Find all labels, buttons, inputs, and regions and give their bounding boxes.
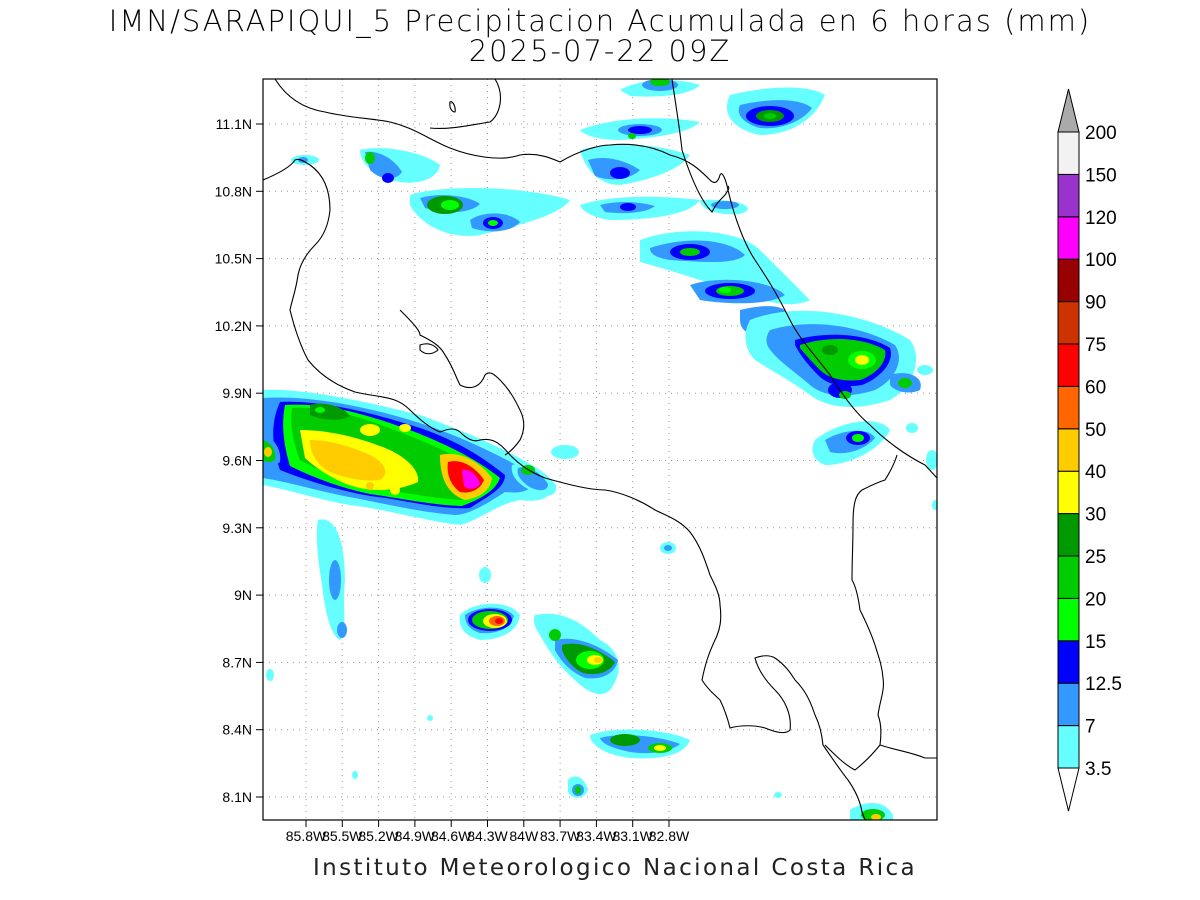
legend-color-swatch <box>1057 385 1080 430</box>
map-frame <box>262 78 938 821</box>
legend-color-swatch <box>1057 640 1080 684</box>
legend-level-label: 15 <box>1085 632 1106 653</box>
precipitation-layer <box>263 79 937 820</box>
lon-tick-label: 85.8W <box>286 828 327 844</box>
legend-over-triangle <box>1057 88 1080 133</box>
legend-level-label: 30 <box>1085 505 1106 526</box>
lat-tick-label: 11.1N <box>216 116 252 132</box>
lat-tick-label: 9.9N <box>222 385 252 401</box>
legend-level-label: 12.5 <box>1085 674 1122 695</box>
legend-color-swatch <box>1057 725 1080 769</box>
legend-color-swatch <box>1057 258 1080 303</box>
lat-tick-label: 9N <box>234 587 252 603</box>
lat-tick-label: 8.4N <box>222 722 252 738</box>
lat-tick-label: 9.6N <box>222 453 252 469</box>
lon-tick-label: 85.5W <box>322 828 363 844</box>
lat-tick-label: 8.1N <box>222 789 252 805</box>
precip-band-caribbean <box>640 231 937 510</box>
precip-band-north <box>291 148 570 236</box>
legend-level-label: 100 <box>1085 250 1117 271</box>
legend-color-swatch <box>1057 131 1080 175</box>
precip-south <box>266 519 893 820</box>
lon-tick-label: 84W <box>509 828 539 844</box>
lat-tick-label: 10.8N <box>215 183 252 199</box>
latitude-axis: 11.1N 10.8N 10.5N 10.2N 9.9N 9.6N 9.3N 9N 8.7N 8.… <box>215 116 263 805</box>
lon-tick-label: 82.8W <box>649 828 690 844</box>
legend-level-label: 40 <box>1085 462 1106 483</box>
legend-level-label: 7 <box>1085 717 1096 738</box>
legend-under-triangle <box>1057 767 1080 812</box>
legend-color-swatch <box>1057 173 1080 218</box>
map-title: IMN/SARAPIQUI_5 Precipitacion Acumulada … <box>108 4 1092 38</box>
lon-tick-label: 85.2W <box>358 828 399 844</box>
lon-tick-label: 83.4W <box>576 828 617 844</box>
lat-tick-label: 10.5N <box>215 251 252 267</box>
precip-cluster-nicoya <box>263 389 552 525</box>
legend-level-label: 3.5 <box>1085 759 1111 780</box>
legend-level-label: 25 <box>1085 547 1106 568</box>
color-legend: 3.5 7 12.5 15 20 25 30 40 50 60 75 90 100 120 150 200 <box>1057 88 1122 812</box>
legend-level-label: 120 <box>1085 208 1117 229</box>
coastlines <box>263 79 937 820</box>
credit-footer: Instituto Meteorologico Nacional Costa R… <box>312 855 918 881</box>
lat-tick-label: 10.2N <box>215 318 252 334</box>
legend-color-swatch <box>1057 513 1080 557</box>
legend-color-swatch <box>1057 470 1080 515</box>
legend-level-label: 150 <box>1085 165 1117 186</box>
lon-tick-label: 84.9W <box>395 828 436 844</box>
legend-color-swatch <box>1057 343 1080 387</box>
lon-tick-label: 84.3W <box>467 828 508 844</box>
map-subtitle: 2025-07-22 09Z <box>468 34 732 68</box>
legend-color-swatch <box>1057 555 1080 599</box>
legend-color-swatch <box>1057 301 1080 345</box>
lon-tick-label: 83.1W <box>612 828 653 844</box>
lat-tick-label: 8.7N <box>222 654 252 670</box>
legend-level-label: 20 <box>1085 589 1106 610</box>
legend-level-label: 50 <box>1085 420 1106 441</box>
legend-color-swatch <box>1057 428 1080 472</box>
lon-tick-label: 84.6W <box>431 828 472 844</box>
map-panel <box>262 78 938 821</box>
legend-level-label: 90 <box>1085 293 1106 314</box>
legend-level-label: 75 <box>1085 335 1106 356</box>
legend-level-label: 60 <box>1085 377 1106 398</box>
legend-color-swatch <box>1057 216 1080 260</box>
lon-tick-label: 83.7W <box>540 828 581 844</box>
legend-level-label: 200 <box>1085 123 1117 144</box>
legend-color-swatch <box>1057 597 1080 642</box>
lat-tick-label: 9.3N <box>222 520 252 536</box>
legend-color-swatch <box>1057 682 1080 727</box>
